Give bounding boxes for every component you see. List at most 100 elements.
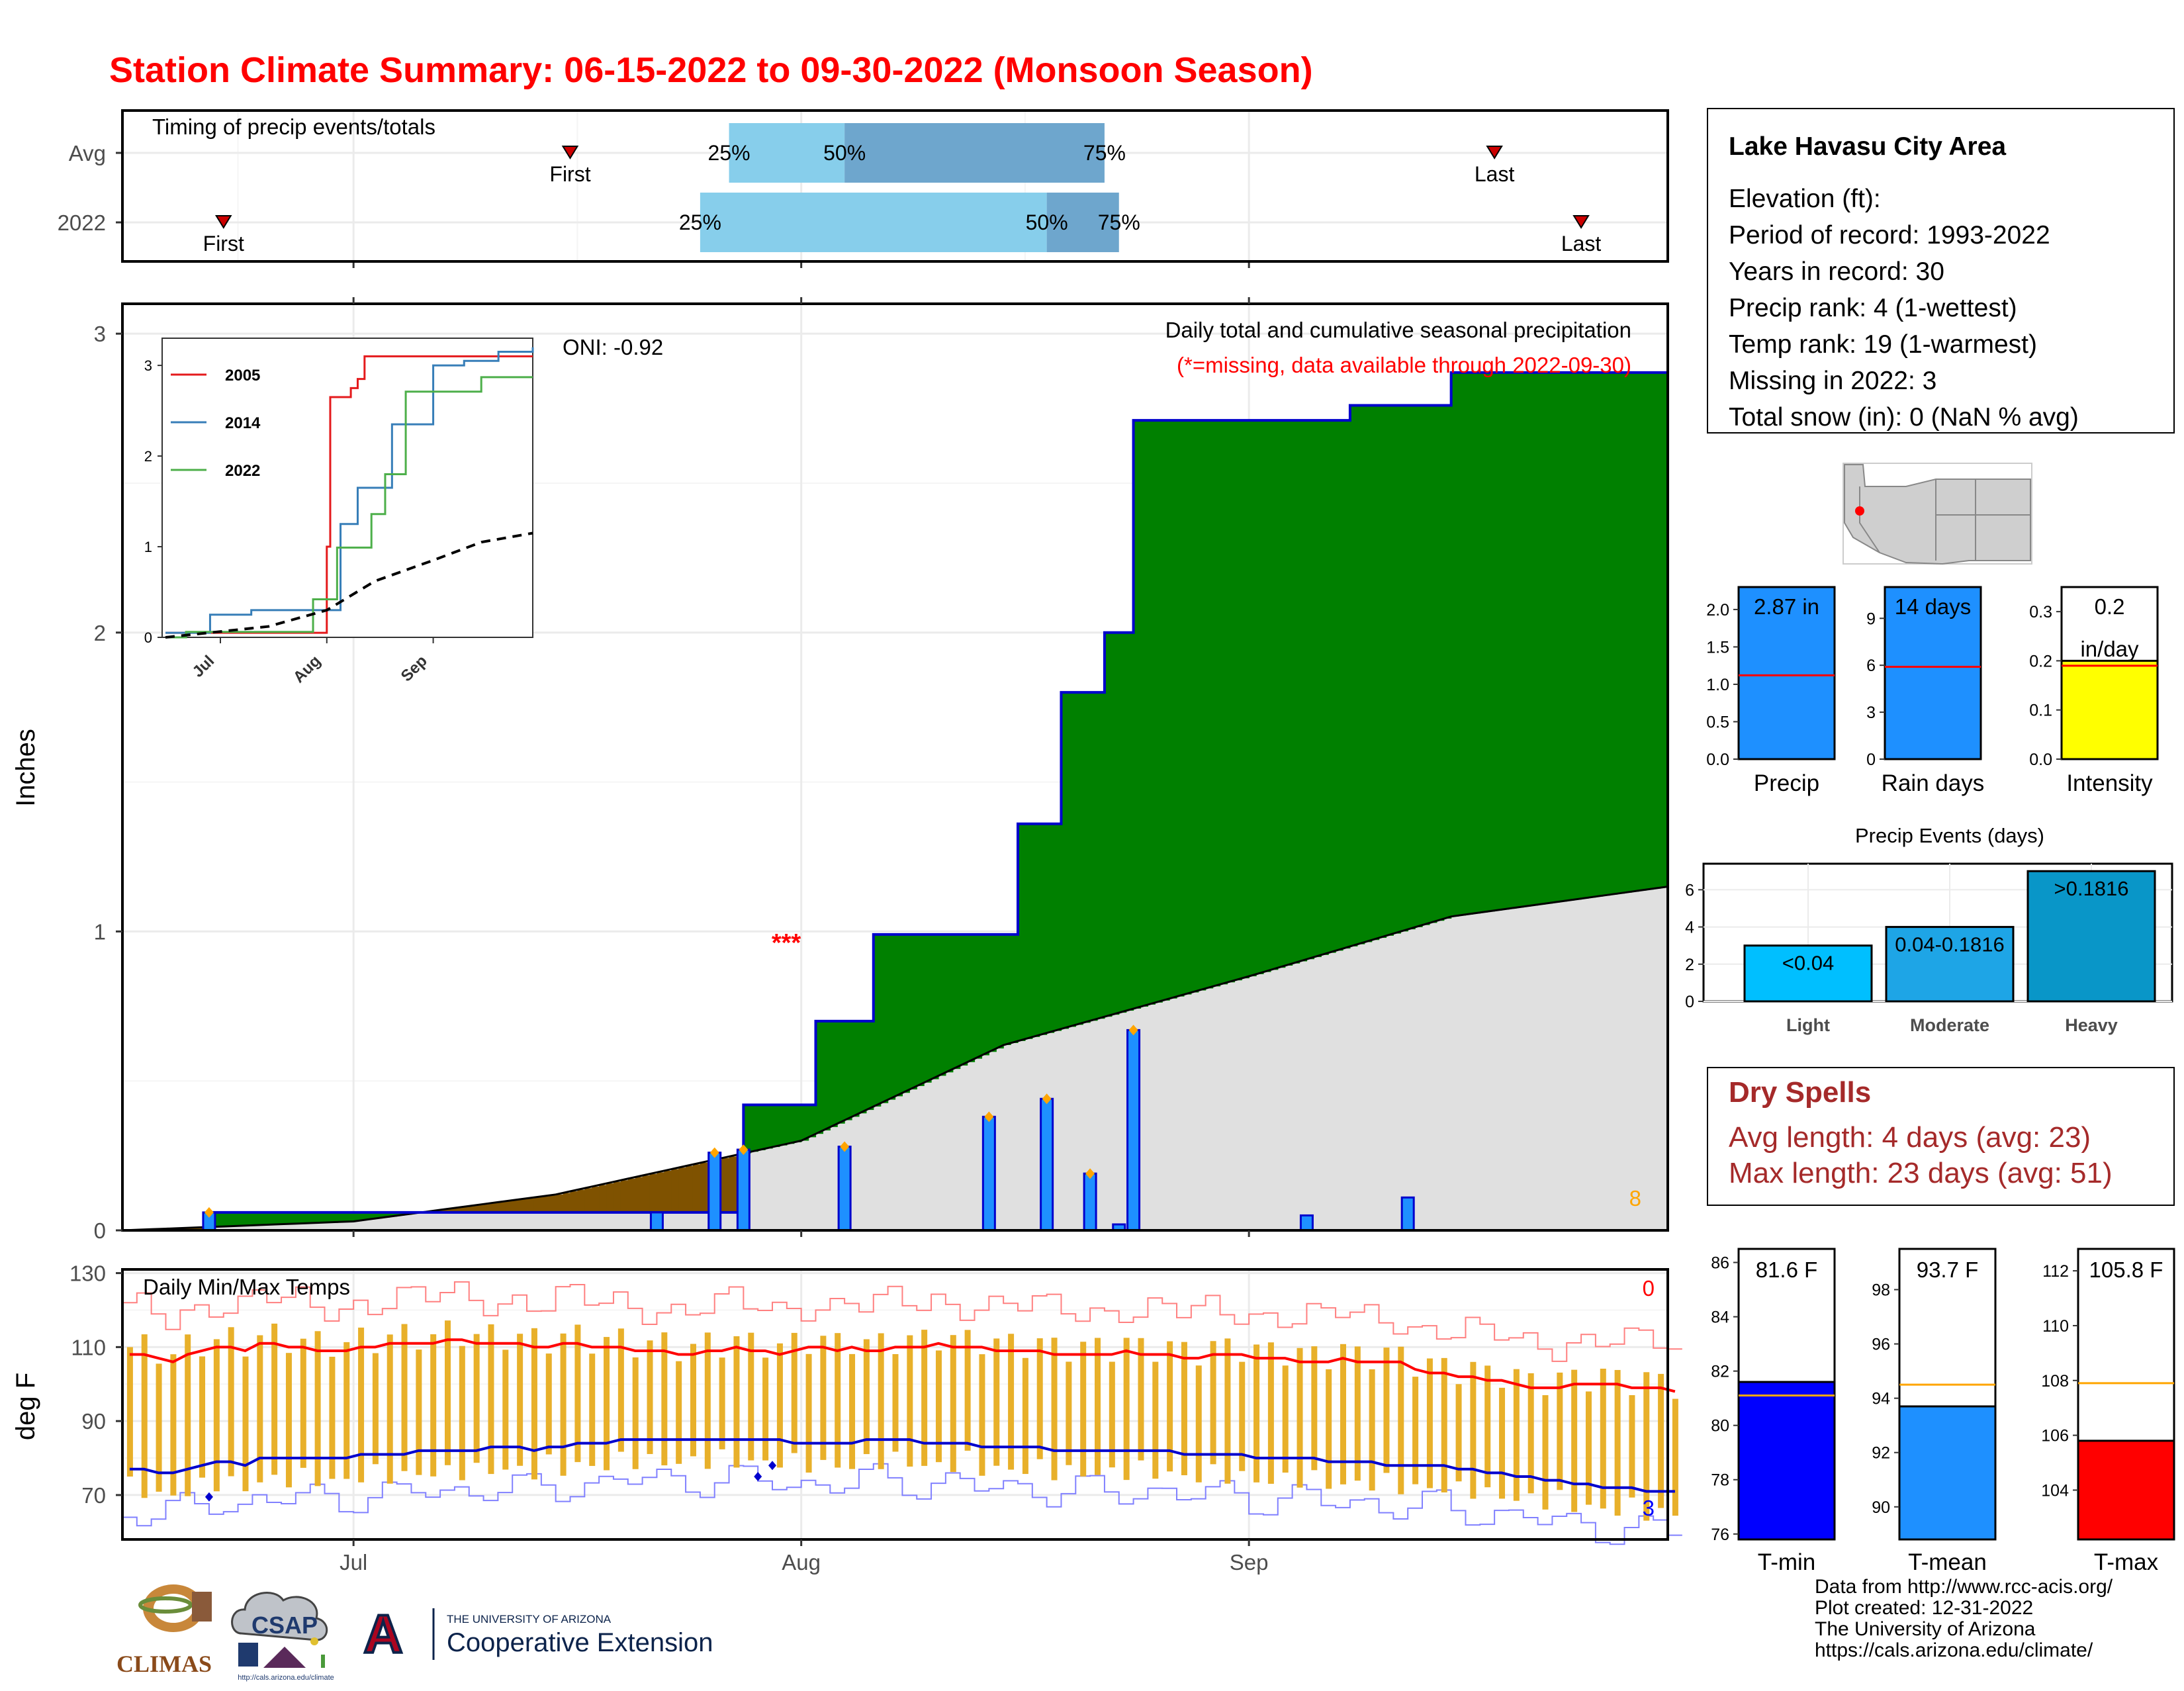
daily-temp-bar [705, 1332, 711, 1469]
temp-count-min: 3 [1643, 1496, 1655, 1520]
surplus-band [1184, 420, 1192, 994]
precip-y-tick-label: 2 [94, 621, 106, 645]
surplus-band [1242, 420, 1250, 978]
surplus-band [1068, 692, 1076, 1027]
surplus-band [758, 1105, 766, 1150]
daily-temp-bar [633, 1357, 639, 1469]
deficit-band [693, 1164, 701, 1212]
timing-row-avg: Avg [69, 141, 106, 165]
surplus-band [296, 1212, 304, 1224]
timing-bar-2022-lower [700, 193, 1047, 252]
deficit-band [498, 1202, 506, 1212]
surplus-band [1379, 406, 1387, 938]
surplus-band [881, 935, 889, 1103]
daily-temp-bar [907, 1336, 913, 1467]
mini-bar-Intensity [2062, 661, 2158, 759]
mini-bar-value-Precip: 2.87 in [1754, 594, 1819, 619]
surplus-band [1032, 824, 1040, 1037]
surplus-band [866, 1021, 874, 1110]
mini-bar-y-tick-label: 0.2 [2029, 652, 2052, 670]
surplus-band [772, 1105, 780, 1147]
temp-bar-y-tick-label: 86 [1711, 1254, 1729, 1273]
surplus-band [924, 935, 932, 1083]
mini-bar-y-tick-label: 1.0 [1706, 676, 1729, 694]
surplus-band [1422, 406, 1430, 925]
surplus-band [1090, 692, 1098, 1021]
surplus-band [1617, 373, 1625, 893]
station-missing: Missing in 2022: 3 [1729, 367, 1936, 395]
surplus-band [1596, 373, 1604, 897]
surplus-band [1400, 406, 1408, 932]
surplus-band [917, 935, 925, 1086]
surplus-band [1588, 373, 1596, 897]
surplus-band [1487, 373, 1495, 911]
footer-url: https://cals.arizona.edu/climate/ [1815, 1640, 2172, 1661]
mini-bar-value-unit-Intensity: in/day [2080, 637, 2139, 661]
daily-precip-bar [1041, 1099, 1053, 1230]
daily-temp-bar [1629, 1395, 1635, 1498]
surplus-band [1567, 373, 1574, 901]
surplus-band [968, 935, 976, 1062]
surplus-band [231, 1212, 239, 1226]
surplus-band [830, 1021, 838, 1127]
surplus-band [1177, 420, 1185, 997]
surplus-band [1293, 420, 1300, 964]
mini-bar-y-tick-label: 0.5 [1706, 713, 1729, 731]
surplus-band [1169, 420, 1177, 999]
daily-temp-bar [228, 1327, 234, 1476]
deficit-band [599, 1185, 607, 1212]
surplus-band [1155, 420, 1163, 1003]
surplus-band [1531, 373, 1539, 905]
surplus-band [216, 1212, 224, 1227]
timing-row-2022: 2022 [58, 210, 106, 235]
surplus-band [1220, 420, 1228, 984]
daily-temp-bar [1210, 1341, 1216, 1464]
surplus-band [303, 1212, 311, 1224]
temp-bar-y-tick-label: 96 [1872, 1336, 1890, 1354]
dry-spells-max: Max length: 23 days (avg: 51) [1729, 1157, 2113, 1189]
deficit-band [657, 1172, 664, 1212]
surplus-band [1415, 406, 1423, 927]
surplus-band [238, 1212, 246, 1226]
precip-y-tick-label: 3 [94, 322, 106, 346]
daily-temp-bar [1456, 1384, 1462, 1481]
daily-temp-bar [445, 1320, 451, 1465]
temp-bar-y-tick-label: 108 [2041, 1372, 2069, 1391]
station-temp-rank: Temp rank: 19 (1-warmest) [1729, 330, 2037, 359]
daily-temp-bar [1499, 1388, 1505, 1499]
footer-plot-created: Plot created: 12-31-2022 [1815, 1598, 2172, 1619]
surplus-band [1372, 406, 1380, 940]
daily-temp-bar [1297, 1348, 1303, 1488]
dry-spells-box: Dry Spells Avg length: 4 days (avg: 23) … [1707, 1068, 2174, 1205]
ua-line2: Cooperative Extension [447, 1628, 713, 1657]
deficit-band [700, 1163, 708, 1212]
deficit-band [614, 1182, 621, 1212]
surplus-band [332, 1212, 340, 1222]
station-snow: Total snow (in): 0 (NaN % avg) [1729, 403, 2079, 432]
daily-temp-bar [1514, 1369, 1520, 1501]
mini-bar-label-Rain days: Rain days [1882, 770, 1985, 796]
mini-bar-y-tick-label: 3 [1866, 704, 1876, 722]
daily-temp-bar [199, 1356, 205, 1477]
surplus-band [1249, 420, 1257, 976]
temp-bar-value-T-max: 105.8 F [2089, 1257, 2163, 1282]
timing-p75-label: 75% [1098, 210, 1140, 234]
surplus-band [1502, 373, 1510, 909]
surplus-band [794, 1105, 802, 1142]
surplus-band [1603, 373, 1611, 895]
inset-legend-label: 2022 [225, 462, 260, 480]
surplus-band [346, 1212, 354, 1222]
station-elevation: Elevation (ft): [1729, 185, 1881, 213]
precip-y-tick-label: 1 [94, 919, 106, 944]
daily-temp-bar [1340, 1344, 1346, 1485]
surplus-band [1639, 373, 1647, 891]
temp-bar-value-T-mean: 93.7 F [1917, 1257, 1979, 1282]
missing-note: (*=missing, data available through 2022-… [1177, 353, 1631, 377]
dry-spells-title: Dry Spells [1729, 1076, 1871, 1109]
ua-logo-mark: A [363, 1604, 402, 1665]
daily-temp-bar [416, 1349, 422, 1475]
